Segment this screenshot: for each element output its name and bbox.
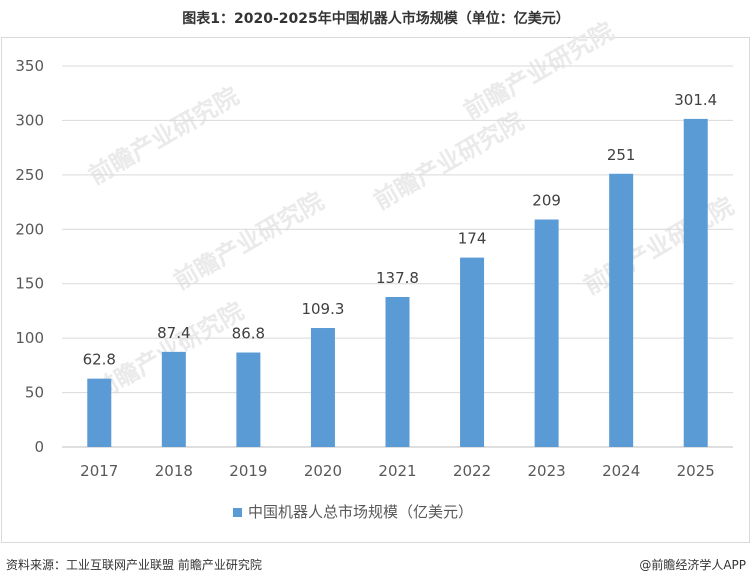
x-tick-label-2024: 2024 [602,462,640,480]
legend-label: 中国机器人总市场规模（亿美元） [248,503,473,521]
y-tick-label: 350 [15,57,44,75]
data-label-2022: 174 [458,230,487,248]
data-label-2023: 209 [532,191,561,209]
chart-frame [1,37,750,543]
source-note: 资料来源：工业互联网产业联盟 前瞻产业研究院 [6,558,262,572]
bar-2019 [236,352,261,447]
legend: 中国机器人总市场规模（亿美元） [233,503,473,521]
x-tick-label-2017: 2017 [80,462,118,480]
bar-2022 [460,257,485,447]
bar-2021 [385,296,410,447]
y-tick-label: 150 [15,275,44,293]
bar-2020 [310,328,335,447]
bar-2017 [87,378,112,447]
y-tick-label: 200 [15,220,44,238]
bar-2023 [534,219,559,447]
y-tick-label: 300 [15,111,44,129]
y-tick-label: 100 [15,329,44,347]
x-tick-label-2019: 2019 [229,462,267,480]
watermark-text: 前瞻产业研究院 [84,82,243,190]
x-tick-label-2020: 2020 [304,462,342,480]
x-tick-label-2018: 2018 [155,462,193,480]
watermarks: 前瞻产业研究院 前瞻产业研究院前瞻产业研究院前瞻产业研究院前瞻产业研究院前瞻产业研… [84,17,738,405]
watermark-text: 前瞻产业研究院 [459,17,618,125]
chart-title: 图表1：2020-2025年中国机器人市场规模（单位：亿美元） [182,11,570,27]
x-tick-label-2025: 2025 [677,462,715,480]
y-tick-label: 0 [34,438,44,456]
data-label-2024: 251 [607,146,636,164]
watermark-text: 前瞻产业研究院 [169,187,328,295]
data-label-2025: 301.4 [674,91,717,109]
data-label-2018: 87.4 [157,324,190,342]
bar-2025 [683,118,708,447]
y-axis: 0 50 100 150 200 250 300 350 [15,57,44,456]
bar-2024 [609,173,634,448]
brand-note: @前瞻经济学人APP [639,558,746,572]
data-label-2020: 109.3 [301,300,344,318]
y-tick-label: 50 [25,384,44,402]
watermark-text: 前瞻产业研究院 [369,107,528,215]
legend-swatch [233,508,242,517]
x-tick-label-2021: 2021 [378,462,416,480]
x-tick-label-2023: 2023 [528,462,566,480]
data-label-2021: 137.8 [376,269,419,287]
y-tick-label: 250 [15,166,44,184]
x-axis: 2017 2018 2019 2020 2021 2022 2023 2024 2025 [80,462,715,480]
bars [87,118,708,448]
data-labels: 62.8 87.4 86.8 109.3 137.8 174 209 251 301.4 [83,91,718,369]
x-tick-label-2022: 2022 [453,462,491,480]
data-label-2019: 86.8 [232,325,265,343]
bar-2018 [161,351,186,447]
data-label-2017: 62.8 [83,351,116,369]
